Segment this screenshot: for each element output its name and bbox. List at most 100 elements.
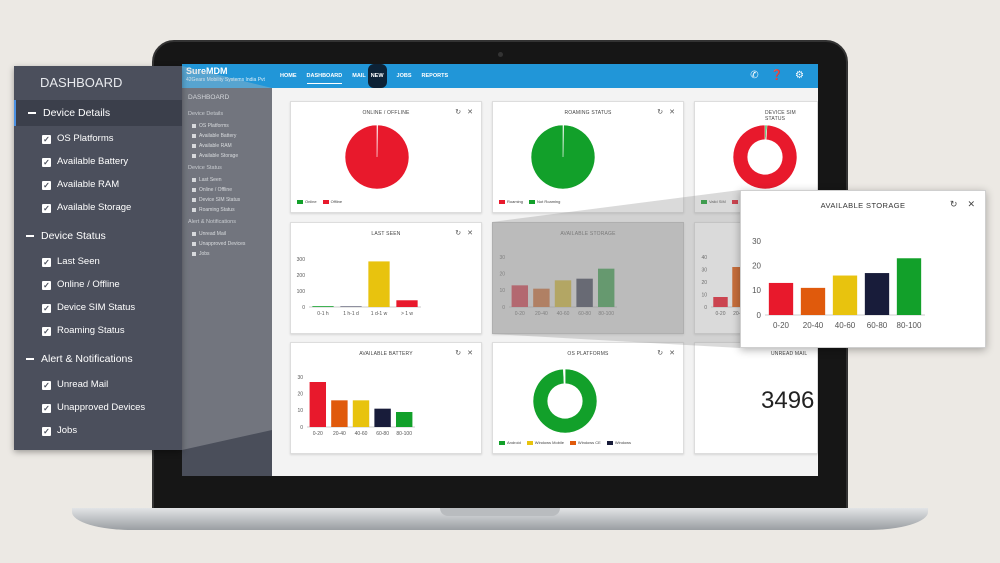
camera <box>498 52 503 57</box>
screen-item-os-platforms[interactable]: OS Platforms <box>182 121 272 131</box>
refresh-icon[interactable]: ↻ <box>949 199 958 209</box>
legend-label: Windows CE <box>577 440 601 445</box>
donut-hole <box>747 139 783 175</box>
checkbox-checked-icon[interactable]: ✓ <box>42 303 51 313</box>
screen-item-unapproved-devices[interactable]: Unapproved Devices <box>182 239 272 249</box>
sidebar-item-os-platforms[interactable]: ✓ OS Platforms <box>42 129 182 149</box>
refresh-icon[interactable]: ↻ <box>455 109 462 116</box>
sidebar-item-jobs[interactable]: ✓ Jobs <box>42 421 182 441</box>
brand-logo[interactable]: SureMDM 42Gears Mobility Systems India P… <box>186 66 265 84</box>
card-title: UNREAD MAIL <box>771 351 808 357</box>
refresh-icon[interactable]: ↻ <box>657 350 664 357</box>
sidebar-item-online-offline[interactable]: ✓ Online / Offline <box>42 275 182 295</box>
close-icon[interactable]: ✕ <box>467 109 473 116</box>
bar <box>309 382 327 427</box>
checkbox-icon <box>192 124 196 128</box>
section-alerts-notifications[interactable]: Alert & Notifications <box>14 346 182 372</box>
sidebar-item-device-sim-status[interactable]: ✓ Device SIM Status <box>42 298 182 318</box>
checkbox-checked-icon[interactable]: ✓ <box>42 257 51 267</box>
nav-dashboard[interactable]: DASHBOARD <box>306 64 342 88</box>
card-controls: ↻ ✕ <box>455 349 473 357</box>
sidebar-item-unapproved-devices[interactable]: ✓ Unapproved Devices <box>42 398 182 418</box>
storage-bar-chart: 0 10 20 30 0-20 20-40 40-60 60-80 80-100 <box>499 255 617 317</box>
x-tick-label: 1 h-1 d <box>343 311 359 317</box>
card-controls: ↻ ✕ <box>455 108 473 116</box>
nav-home[interactable]: HOME <box>280 73 297 79</box>
screen-item-device-sim-status[interactable]: Device SIM Status <box>182 195 272 205</box>
checkbox-checked-icon[interactable]: ✓ <box>42 403 51 413</box>
screen-sidebar-title[interactable]: DASHBOARD <box>188 94 230 101</box>
screen-section-alerts[interactable]: Alert & Notifications <box>188 219 236 225</box>
legend-swatch <box>701 199 707 204</box>
bar <box>533 288 550 307</box>
sidebar-item-roaming-status[interactable]: ✓ Roaming Status <box>42 321 182 341</box>
sidebar-item-label: Roaming Status <box>57 325 125 336</box>
checkbox-checked-icon[interactable]: ✓ <box>42 203 51 213</box>
bar <box>554 280 572 307</box>
nav-reports[interactable]: REPORTS <box>421 73 449 79</box>
screen-section-device-details[interactable]: Device Details <box>188 111 224 117</box>
checkbox-checked-icon[interactable]: ✓ <box>42 157 51 167</box>
screen-item-jobs[interactable]: Jobs <box>182 249 272 259</box>
screen-item-unread-mail[interactable]: Unread Mail <box>182 229 272 239</box>
section-device-status[interactable]: Device Status <box>14 223 182 249</box>
legend-item: Offline <box>322 199 342 204</box>
screen-item-available-battery[interactable]: Available Battery <box>182 131 272 141</box>
close-icon[interactable]: ✕ <box>669 109 675 116</box>
settings-icon[interactable]: ⚙ <box>795 70 804 81</box>
os-donut <box>532 368 598 434</box>
legend-item: Windows CE <box>569 440 601 445</box>
nav-mail-label: MAIL <box>352 73 366 80</box>
screen-item-available-storage[interactable]: Available Storage <box>182 151 272 161</box>
nav-mail[interactable]: MAIL NEW <box>352 64 387 88</box>
zoomed-card-title: AVAILABLE STORAGE <box>820 201 906 210</box>
close-icon[interactable]: ✕ <box>467 230 473 237</box>
checkbox-icon <box>192 198 196 202</box>
close-icon[interactable]: ✕ <box>669 350 675 357</box>
bar <box>395 412 413 427</box>
checkbox-checked-icon[interactable]: ✓ <box>42 280 51 290</box>
x-tick-label: 60-80 <box>376 431 389 437</box>
chart-legend: Android Windows Mobile Windows CE Window… <box>499 440 631 445</box>
checkbox-checked-icon[interactable]: ✓ <box>42 180 51 190</box>
refresh-icon[interactable]: ↻ <box>455 230 462 237</box>
y-tick-label: 10 <box>752 286 761 295</box>
card-title: AVAILABLE STORAGE <box>560 231 616 237</box>
section-device-details[interactable]: Device Details <box>14 100 182 126</box>
screen-item-last-seen[interactable]: Last Seen <box>182 175 272 185</box>
sidebar-item-unread-mail[interactable]: ✓ Unread Mail <box>42 375 182 395</box>
screen-item-roaming-status[interactable]: Roaming Status <box>182 205 272 215</box>
close-icon[interactable]: ✕ <box>967 199 975 209</box>
sidebar-title[interactable]: DASHBOARD <box>40 75 123 90</box>
y-tick-label: 0 <box>300 425 303 431</box>
legend-item: Online <box>297 199 317 204</box>
screen-item-online-offline[interactable]: Online / Offline <box>182 185 272 195</box>
top-icons: ✆ ❓ ⚙ <box>750 70 804 82</box>
checkbox-checked-icon[interactable]: ✓ <box>42 326 51 336</box>
y-tick-label: 20 <box>297 391 303 397</box>
checkbox-checked-icon[interactable]: ✓ <box>42 426 51 436</box>
sidebar-item-label: Jobs <box>57 425 78 436</box>
close-icon[interactable]: ✕ <box>467 350 473 357</box>
refresh-icon[interactable]: ↻ <box>657 109 664 116</box>
screen-item-available-ram[interactable]: Available RAM <box>182 141 272 151</box>
legend-item: Windows <box>606 440 631 445</box>
refresh-icon[interactable]: ↻ <box>455 350 462 357</box>
y-tick-label: 10 <box>297 408 303 414</box>
help-icon[interactable]: ❓ <box>770 70 784 81</box>
screen-section-device-status[interactable]: Device Status <box>188 165 222 171</box>
top-bar: SureMDM 42Gears Mobility Systems India P… <box>182 64 818 88</box>
sidebar-item-available-storage[interactable]: ✓ Available Storage <box>42 198 182 218</box>
nav-jobs[interactable]: JOBS <box>396 73 412 79</box>
sidebar-item-available-ram[interactable]: ✓ Available RAM <box>42 175 182 195</box>
checkbox-checked-icon[interactable]: ✓ <box>42 134 51 144</box>
bar <box>312 306 334 307</box>
checkbox-checked-icon[interactable]: ✓ <box>42 380 51 390</box>
sidebar-item-last-seen[interactable]: ✓ Last Seen <box>42 252 182 272</box>
checkbox-icon <box>192 144 196 148</box>
sidebar-item-available-battery[interactable]: ✓ Available Battery <box>42 152 182 172</box>
bar <box>576 278 593 307</box>
checkbox-icon <box>192 188 196 192</box>
phone-icon[interactable]: ✆ <box>750 70 759 81</box>
